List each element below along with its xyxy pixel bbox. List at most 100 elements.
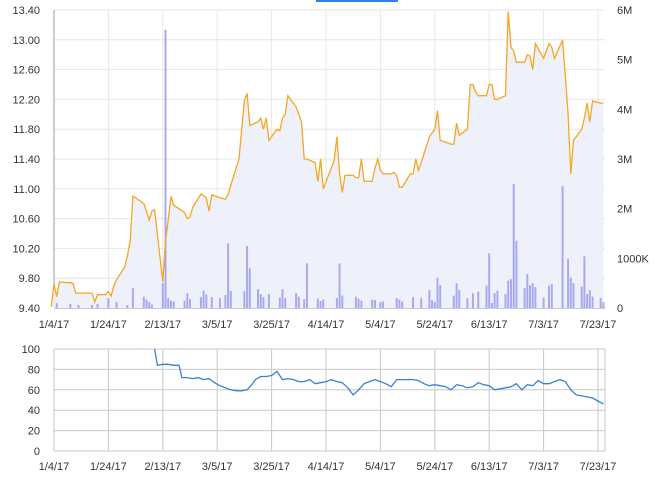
volume-tick-label: 3M [617, 154, 632, 166]
top-accent-bar [316, 0, 398, 2]
volume-bars [55, 29, 605, 309]
volume-bar [295, 293, 298, 308]
price-tick-label: 9.40 [19, 303, 40, 315]
indicator-tick-label: 0 [34, 446, 40, 458]
volume-bar [278, 297, 281, 308]
volume-bar [167, 298, 170, 308]
volume-bar [303, 299, 306, 308]
volume-bar [360, 300, 363, 308]
volume-bar [319, 301, 322, 308]
lower-date-tick-label: 3/25/17 [253, 461, 290, 473]
volume-bar [526, 274, 529, 308]
volume-bar [224, 295, 227, 308]
volume-bar [91, 305, 94, 308]
volume-bar [534, 287, 537, 308]
lower-date-tick-label: 3/5/17 [202, 461, 233, 473]
volume-bar [529, 285, 531, 308]
volume-bar [243, 291, 246, 308]
lower-date-tick-label: 7/23/17 [580, 461, 617, 473]
price-tick-label: 10.60 [12, 214, 40, 226]
volume-bar [602, 302, 605, 308]
volume-bar [172, 301, 175, 308]
volume-bar [107, 298, 110, 308]
volume-bar [131, 288, 134, 308]
price-tick-label: 9.80 [19, 273, 40, 285]
volume-bar [431, 300, 434, 308]
volume-bar [507, 280, 510, 308]
volume-bar [189, 299, 191, 308]
lower-date-tick-label: 1/4/17 [39, 461, 70, 473]
indicator-panel: 0 20 40 60 80 100 1/4/17 1/24/17 2/13/17 3/5/17 3… [22, 344, 617, 473]
volume-bar [170, 300, 172, 308]
lower-date-tick-label: 4/14/17 [308, 461, 345, 473]
indicator-tick-label: 60 [28, 385, 40, 397]
upper-date-tick-label: 1/4/17 [39, 319, 70, 331]
volume-bar [580, 286, 583, 308]
volume-bar [496, 290, 499, 308]
indicator-line [153, 348, 604, 405]
volume-tick-label: 4M [617, 104, 632, 116]
upper-date-tick-label: 5/4/17 [365, 319, 396, 331]
volume-bar [357, 298, 360, 308]
volume-bar [548, 285, 550, 308]
volume-bar [259, 294, 262, 308]
volume-bar [542, 297, 545, 308]
volume-bar [248, 268, 251, 308]
volume-bar [510, 279, 512, 308]
price-line [50, 11, 604, 307]
upper-date-tick-label: 6/13/17 [471, 319, 508, 331]
volume-tick-label: 2M [617, 204, 632, 216]
upper-date-tick-label: 3/25/17 [253, 319, 290, 331]
volume-bar [205, 294, 208, 308]
volume-bar [488, 253, 491, 308]
price-tick-label: 13.40 [12, 5, 40, 17]
volume-bar [246, 245, 249, 308]
lower-date-tick-label: 1/24/17 [90, 461, 127, 473]
volume-bar [335, 298, 338, 308]
volume-bar [523, 288, 526, 308]
price-volume-panel: 9.40 9.80 10.20 10.60 11.00 11.40 11.80 12.20 12… [12, 5, 649, 331]
lower-date-tick-label: 7/3/17 [528, 461, 559, 473]
volume-bar [96, 304, 99, 308]
volume-bar [586, 294, 589, 308]
volume-bar [69, 304, 72, 308]
volume-bar [210, 297, 213, 308]
upper-date-tick-label: 3/5/17 [202, 319, 233, 331]
upper-date-tick-label: 7/23/17 [580, 319, 617, 331]
volume-bar [485, 285, 488, 308]
volume-tick-label: 0 [617, 303, 623, 315]
volume-bar [436, 277, 439, 308]
volume-bar [412, 297, 414, 308]
volume-bar [338, 263, 341, 308]
volume-bar [382, 301, 385, 308]
volume-bar [493, 293, 496, 308]
volume-bar [322, 299, 325, 308]
volume-bar [186, 293, 189, 308]
volume-bar [591, 296, 594, 308]
volume-bar [374, 300, 376, 308]
lower-date-tick-label: 5/24/17 [416, 461, 453, 473]
volume-bar [567, 258, 570, 308]
volume-bar [398, 299, 401, 308]
volume-bar [439, 285, 442, 308]
lower-date-axis: 1/4/17 1/24/17 2/13/17 3/5/17 3/25/17 4/14/17… [39, 461, 617, 473]
volume-bar [490, 303, 493, 308]
volume-bar [148, 302, 151, 308]
volume-bar [115, 302, 118, 308]
volume-bar [77, 305, 80, 308]
volume-tick-label: 6M [617, 5, 632, 17]
volume-bar [512, 183, 515, 308]
upper-date-tick-label: 2/13/17 [144, 319, 181, 331]
price-axis: 9.40 9.80 10.20 10.60 11.00 11.40 11.80 12.20 12… [12, 5, 40, 315]
price-tick-label: 12.60 [12, 65, 40, 77]
volume-bar [504, 294, 507, 308]
volume-bar [161, 283, 164, 308]
volume-bar [458, 290, 461, 308]
volume-bar [267, 294, 270, 308]
volume-bar [471, 293, 474, 308]
volume-bar [316, 298, 319, 308]
volume-bar [599, 298, 602, 308]
volume-bar [55, 303, 58, 308]
volume-bar [531, 283, 534, 308]
